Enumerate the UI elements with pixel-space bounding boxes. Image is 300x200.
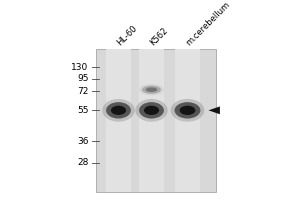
Ellipse shape xyxy=(180,106,195,115)
Ellipse shape xyxy=(139,102,164,119)
Text: 28: 28 xyxy=(77,158,88,167)
Polygon shape xyxy=(208,106,220,114)
Ellipse shape xyxy=(102,99,135,122)
Bar xyxy=(96,49,216,192)
Ellipse shape xyxy=(139,84,164,95)
Bar xyxy=(139,49,164,192)
Ellipse shape xyxy=(144,106,159,115)
Text: 55: 55 xyxy=(77,106,88,115)
Text: 36: 36 xyxy=(77,137,88,146)
Bar xyxy=(175,49,200,192)
Bar xyxy=(106,49,131,192)
Text: 72: 72 xyxy=(77,87,88,96)
Text: HL-60: HL-60 xyxy=(116,24,139,48)
Ellipse shape xyxy=(135,99,168,122)
Ellipse shape xyxy=(106,102,131,119)
Text: 95: 95 xyxy=(77,74,88,83)
Ellipse shape xyxy=(111,106,126,115)
Text: 130: 130 xyxy=(71,63,88,72)
Ellipse shape xyxy=(142,86,161,94)
Text: K562: K562 xyxy=(148,26,170,48)
Ellipse shape xyxy=(171,99,204,122)
Ellipse shape xyxy=(175,102,200,119)
Ellipse shape xyxy=(146,87,157,92)
Text: m.cerebellum: m.cerebellum xyxy=(184,0,232,48)
